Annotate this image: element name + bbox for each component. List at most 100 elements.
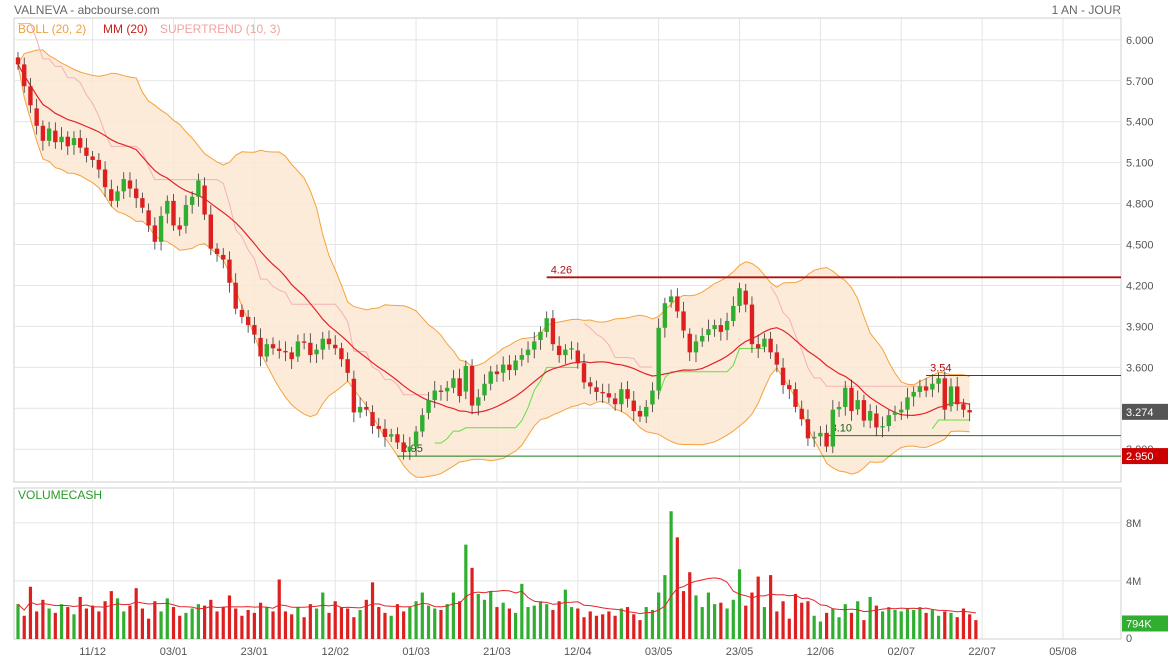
volume-bar [638,620,642,639]
volume-bar [178,615,182,639]
volume-bar [569,607,574,639]
candle-body [936,378,941,384]
volume-bar [408,607,412,639]
volume-bar [53,612,57,639]
volume-bar [402,611,406,639]
volume-bar [283,611,288,639]
volume-bar [314,608,319,639]
volume-bar [936,615,941,639]
volume-bar [252,612,256,639]
candle-body [905,397,910,410]
volume-bar [912,609,916,639]
volume-bar [59,604,64,639]
volume-bar [625,607,630,639]
candle-body [849,387,854,412]
candle-body [382,428,388,437]
volume-bar [669,511,673,639]
volume-bar [377,607,381,639]
volume-bar [97,611,101,639]
candle-body [581,363,587,383]
candle-body [78,138,83,148]
volume-bar [737,569,742,639]
legend-mm[interactable]: MM (20) [103,22,148,36]
candle-body [824,432,829,447]
volume-bar [607,611,611,639]
candle-body [183,204,189,226]
legend-supertrend[interactable]: SUPERTREND (10, 3) [160,22,281,36]
candle-body [588,382,593,387]
candle-body [40,125,46,141]
x-tick-label: 03/01 [160,646,188,658]
candle-body [270,344,276,349]
volume-bar [538,601,543,639]
volume-bar [800,602,804,639]
candle-body [799,408,804,420]
volume-bar [943,611,947,639]
candle-body [948,386,954,407]
candle-body [793,389,798,407]
candle-body [426,400,431,413]
volume-bar [16,604,20,639]
volume-bar [961,608,966,639]
candle-body [917,386,923,392]
candle-body [370,412,375,427]
candle-body [513,360,518,371]
volume-bar [240,615,244,639]
volume-bar [420,592,424,639]
candle-body [780,367,786,386]
candle-body [762,338,767,347]
candle-body [90,156,95,160]
volume-bar [302,617,306,639]
candle-body [967,410,972,413]
volume-bar [793,593,798,639]
volume-bar [812,615,816,639]
volume-bar [327,612,331,639]
volume-bar [731,599,735,639]
candle-body [693,341,699,353]
bollinger-band-fill [18,50,970,478]
candle-body [724,320,730,331]
candle-body [556,345,562,356]
x-tick-label: 02/07 [887,646,915,658]
legend-boll[interactable]: BOLL (20, 2) [18,22,87,36]
candle-body [606,393,612,398]
volume-bar [458,601,462,639]
candle-body [955,386,960,405]
candle-body [631,400,636,412]
candle-body [233,282,238,309]
volume-bar [308,604,312,639]
volume-bar [545,604,549,639]
candle-body [892,412,898,415]
volume-bar [258,602,263,639]
volume-bar [333,601,337,639]
candle-body [202,185,207,215]
candle-body [600,391,605,394]
legend-volumecash[interactable]: VOLUMECASH [18,488,103,502]
candle-body [152,225,158,242]
volume-bar [775,611,779,639]
x-tick-label: 12/06 [807,646,835,658]
candle-body [942,378,947,410]
volume-bar [482,599,487,639]
volume-bar [563,589,567,639]
candle-body [743,290,748,305]
y-tick-label: 5.700 [1126,76,1154,88]
candle-body [594,387,599,392]
candle-body [532,341,537,350]
period-selector[interactable]: 1 AN - JOUR [1051,3,1121,17]
candle-body [196,180,201,197]
candle-body [283,350,288,353]
volume-bar [837,617,841,639]
volume-bar [769,575,773,639]
volume-bar [806,601,810,639]
candle-body [320,338,325,350]
volume-bar [532,605,536,639]
candle-body [96,159,102,170]
x-tick-label: 23/05 [726,646,754,658]
volume-bar [887,607,891,639]
volume-bar [520,583,524,639]
candle-body [102,169,108,188]
candle-body [687,333,692,353]
candle-body [930,383,935,390]
volume-bar [290,614,294,639]
